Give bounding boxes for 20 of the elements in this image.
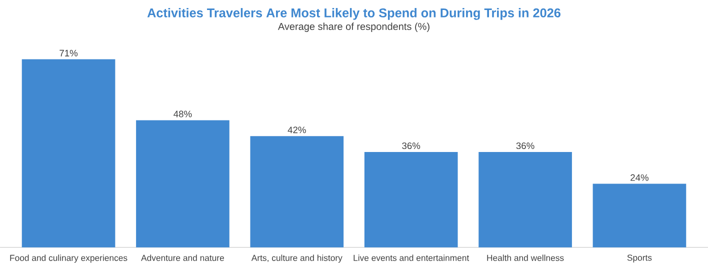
- bar: [250, 136, 344, 248]
- chart-title: Activities Travelers Are Most Likely to Spend on During Trips in 2026: [147, 8, 560, 20]
- data-label: 36%: [516, 142, 534, 150]
- x-tick-label: Sports: [627, 254, 652, 262]
- bar: [364, 152, 458, 248]
- bar: [478, 152, 572, 248]
- x-tick-label: Live events and entertainment: [354, 254, 470, 261]
- x-tick-label: Food and culinary experiences: [10, 254, 128, 263]
- bar: [592, 184, 686, 248]
- data-label: 24%: [630, 174, 648, 181]
- x-tick-label: Adventure and nature: [141, 254, 224, 261]
- data-label: 48%: [174, 110, 192, 118]
- x-tick-label: Arts, culture and history: [251, 254, 342, 263]
- data-label: 36%: [402, 142, 420, 150]
- chart-subtitle: Average share of respondents (%): [278, 22, 430, 32]
- bar: [136, 120, 230, 248]
- data-label: 42%: [288, 126, 306, 134]
- bar: [22, 59, 116, 248]
- x-tick-label: Health and wellness: [487, 254, 564, 261]
- data-label: 71%: [60, 50, 78, 56]
